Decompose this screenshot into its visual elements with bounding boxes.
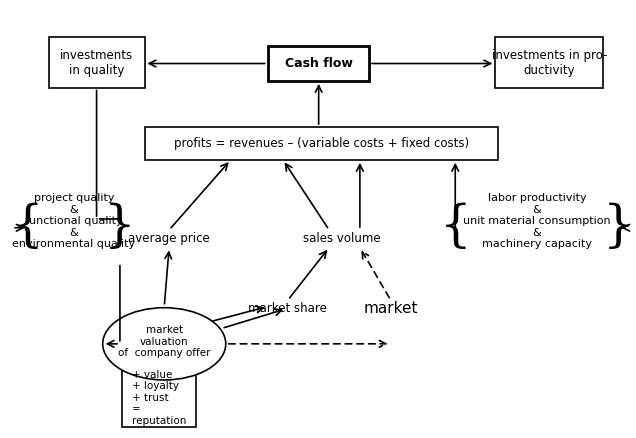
- Text: sales volume: sales volume: [303, 232, 380, 245]
- Text: market share: market share: [249, 302, 328, 315]
- Text: {: {: [439, 203, 471, 252]
- Text: investments in pro-
ductivity: investments in pro- ductivity: [492, 49, 607, 77]
- Text: }: }: [104, 203, 136, 252]
- Bar: [268, 46, 369, 81]
- Text: + value
+ loyalty
+ trust
=
reputation: + value + loyalty + trust = reputation: [132, 370, 186, 426]
- Text: {: {: [12, 203, 43, 252]
- Text: }: }: [602, 203, 634, 252]
- Text: market
valuation
of  company offer: market valuation of company offer: [118, 325, 211, 358]
- Text: investments
in quality: investments in quality: [60, 49, 133, 77]
- Text: project quality
&
functional quality
&
environmental quality: project quality & functional quality & e…: [12, 193, 135, 249]
- Bar: [49, 37, 144, 88]
- Text: labor productivity
&
unit material consumption
&
machinery capacity: labor productivity & unit material consu…: [463, 193, 611, 249]
- Ellipse shape: [102, 307, 226, 380]
- Bar: [121, 368, 196, 427]
- Bar: [144, 127, 499, 160]
- Bar: [495, 37, 603, 88]
- Text: market: market: [363, 301, 418, 316]
- Text: profits = revenues – (variable costs + fixed costs): profits = revenues – (variable costs + f…: [174, 137, 469, 150]
- Text: average price: average price: [128, 232, 210, 245]
- Text: Cash flow: Cash flow: [285, 57, 352, 70]
